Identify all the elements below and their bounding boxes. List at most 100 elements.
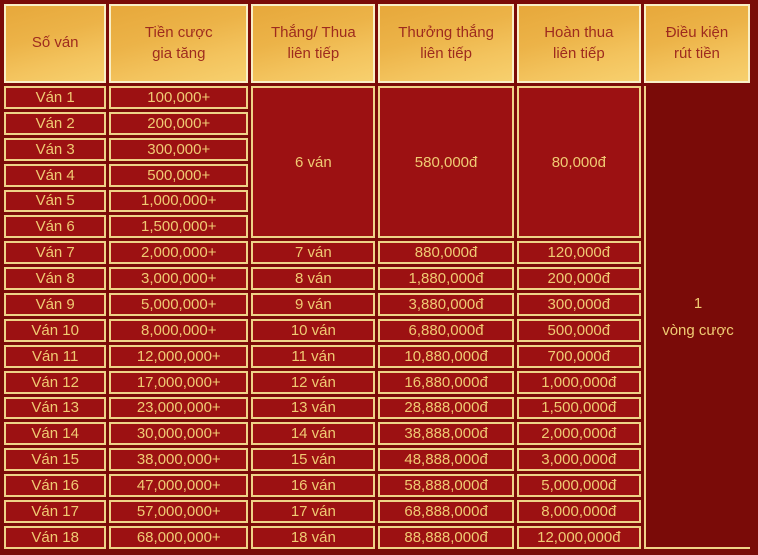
bet-cell: 23,000,000+ <box>109 396 249 420</box>
loss-refund-cell: 700,000đ <box>516 344 641 368</box>
round-cell: Ván 4 <box>4 163 107 187</box>
table-row: Ván 7 2,000,000+ 7 ván 880,000đ 120,000đ <box>4 241 750 265</box>
loss-refund-cell: 3,000,000đ <box>516 448 641 472</box>
table-body: Ván 1 100,000+ 6 ván 580,000đ 80,000đ 1 … <box>4 86 750 549</box>
streak-cell: 16 ván <box>251 474 376 497</box>
win-bonus-cell: 68,888,000đ <box>378 500 514 523</box>
round-cell: Ván 6 <box>4 215 107 239</box>
round-cell: Ván 3 <box>4 137 107 161</box>
loss-refund-cell: 120,000đ <box>516 241 641 265</box>
win-bonus-cell: 880,000đ <box>378 241 514 265</box>
win-bonus-cell: 3,880,000đ <box>378 293 514 316</box>
table-row: Ván 11 12,000,000+ 11 ván 10,880,000đ 70… <box>4 344 750 368</box>
table-row: Ván 16 47,000,000+ 16 ván 58,888,000đ 5,… <box>4 474 750 497</box>
round-cell: Ván 16 <box>4 474 107 497</box>
bet-cell: 300,000+ <box>109 137 249 161</box>
table-row: Ván 12 17,000,000+ 12 ván 16,880,000đ 1,… <box>4 370 750 394</box>
bet-cell: 500,000+ <box>109 163 249 187</box>
bet-cell: 12,000,000+ <box>109 344 249 368</box>
withdraw-condition-cell: 1 vòng cược <box>643 86 750 549</box>
header-bet-increase: Tiền cược gia tăng <box>109 4 249 83</box>
win-bonus-cell: 48,888,000đ <box>378 448 514 472</box>
bet-cell: 2,000,000+ <box>109 241 249 265</box>
header-row: Số ván Tiền cược gia tăng Thắng/ Thua li… <box>4 4 750 83</box>
round-cell: Ván 14 <box>4 422 107 446</box>
round-cell: Ván 17 <box>4 500 107 523</box>
table-row: Ván 10 8,000,000+ 10 ván 6,880,000đ 500,… <box>4 318 750 342</box>
table-row: Ván 15 38,000,000+ 15 ván 48,888,000đ 3,… <box>4 448 750 472</box>
loss-refund-cell: 5,000,000đ <box>516 474 641 497</box>
loss-refund-cell: 1,000,000đ <box>516 370 641 394</box>
round-cell: Ván 13 <box>4 396 107 420</box>
round-cell: Ván 2 <box>4 111 107 135</box>
streak-cell: 13 ván <box>251 396 376 420</box>
streak-cell-merged: 6 ván <box>251 86 376 239</box>
round-cell: Ván 5 <box>4 189 107 213</box>
bet-cell: 200,000+ <box>109 111 249 135</box>
table-row: Ván 8 3,000,000+ 8 ván 1,880,000đ 200,00… <box>4 267 750 290</box>
bet-cell: 1,500,000+ <box>109 215 249 239</box>
table-row: Ván 1 100,000+ 6 ván 580,000đ 80,000đ 1 … <box>4 86 750 549</box>
bet-cell: 1,000,000+ <box>109 189 249 213</box>
loss-refund-cell: 500,000đ <box>516 318 641 342</box>
table-row: Ván 3 300,000+ <box>4 137 750 161</box>
streak-cell: 15 ván <box>251 448 376 472</box>
table-row: Ván 2 200,000+ <box>4 111 750 135</box>
header-round: Số ván <box>4 4 107 83</box>
win-bonus-cell: 1,880,000đ <box>378 267 514 290</box>
bet-cell: 57,000,000+ <box>109 500 249 523</box>
header-win-bonus: Thưởng thắng liên tiếp <box>378 4 514 83</box>
streak-cell: 17 ván <box>251 500 376 523</box>
bet-cell: 30,000,000+ <box>109 422 249 446</box>
round-cell: Ván 18 <box>4 525 107 549</box>
header-withdraw-condition: Điều kiện rút tiền <box>643 4 750 83</box>
table-row: Ván 14 30,000,000+ 14 ván 38,888,000đ 2,… <box>4 422 750 446</box>
loss-refund-cell: 2,000,000đ <box>516 422 641 446</box>
round-cell: Ván 7 <box>4 241 107 265</box>
win-bonus-cell: 38,888,000đ <box>378 422 514 446</box>
win-bonus-cell: 16,880,000đ <box>378 370 514 394</box>
table-header: Số ván Tiền cược gia tăng Thắng/ Thua li… <box>4 4 750 83</box>
win-bonus-cell: 6,880,000đ <box>378 318 514 342</box>
loss-refund-cell: 8,000,000đ <box>516 500 641 523</box>
streak-cell: 7 ván <box>251 241 376 265</box>
streak-cell: 14 ván <box>251 422 376 446</box>
streak-cell: 9 ván <box>251 293 376 316</box>
streak-cell: 18 ván <box>251 525 376 549</box>
bet-cell: 47,000,000+ <box>109 474 249 497</box>
table-row: Ván 13 23,000,000+ 13 ván 28,888,000đ 1,… <box>4 396 750 420</box>
table-row: Ván 6 1,500,000+ <box>4 215 750 239</box>
round-cell: Ván 11 <box>4 344 107 368</box>
loss-refund-cell: 200,000đ <box>516 267 641 290</box>
win-bonus-cell: 10,880,000đ <box>378 344 514 368</box>
bet-cell: 38,000,000+ <box>109 448 249 472</box>
table-row: Ván 5 1,000,000+ <box>4 189 750 213</box>
bet-cell: 100,000+ <box>109 86 249 109</box>
round-cell: Ván 9 <box>4 293 107 316</box>
bet-cell: 5,000,000+ <box>109 293 249 316</box>
loss-refund-cell: 300,000đ <box>516 293 641 316</box>
round-cell: Ván 12 <box>4 370 107 394</box>
table-row: Ván 18 68,000,000+ 18 ván 88,888,000đ 12… <box>4 525 750 549</box>
bet-cell: 8,000,000+ <box>109 318 249 342</box>
round-cell: Ván 1 <box>4 86 107 109</box>
bet-cell: 17,000,000+ <box>109 370 249 394</box>
bet-cell: 68,000,000+ <box>109 525 249 549</box>
win-bonus-cell: 58,888,000đ <box>378 474 514 497</box>
table-row: Ván 4 500,000+ <box>4 163 750 187</box>
loss-refund-cell: 12,000,000đ <box>516 525 641 549</box>
table-row: Ván 17 57,000,000+ 17 ván 68,888,000đ 8,… <box>4 500 750 523</box>
win-bonus-cell-merged: 580,000đ <box>378 86 514 239</box>
streak-cell: 12 ván <box>251 370 376 394</box>
round-cell: Ván 10 <box>4 318 107 342</box>
round-cell: Ván 15 <box>4 448 107 472</box>
loss-refund-cell-merged: 80,000đ <box>516 86 641 239</box>
loss-refund-cell: 1,500,000đ <box>516 396 641 420</box>
table-row: Ván 9 5,000,000+ 9 ván 3,880,000đ 300,00… <box>4 293 750 316</box>
round-cell: Ván 8 <box>4 267 107 290</box>
header-loss-refund: Hoàn thua liên tiếp <box>516 4 641 83</box>
streak-cell: 8 ván <box>251 267 376 290</box>
win-bonus-cell: 28,888,000đ <box>378 396 514 420</box>
